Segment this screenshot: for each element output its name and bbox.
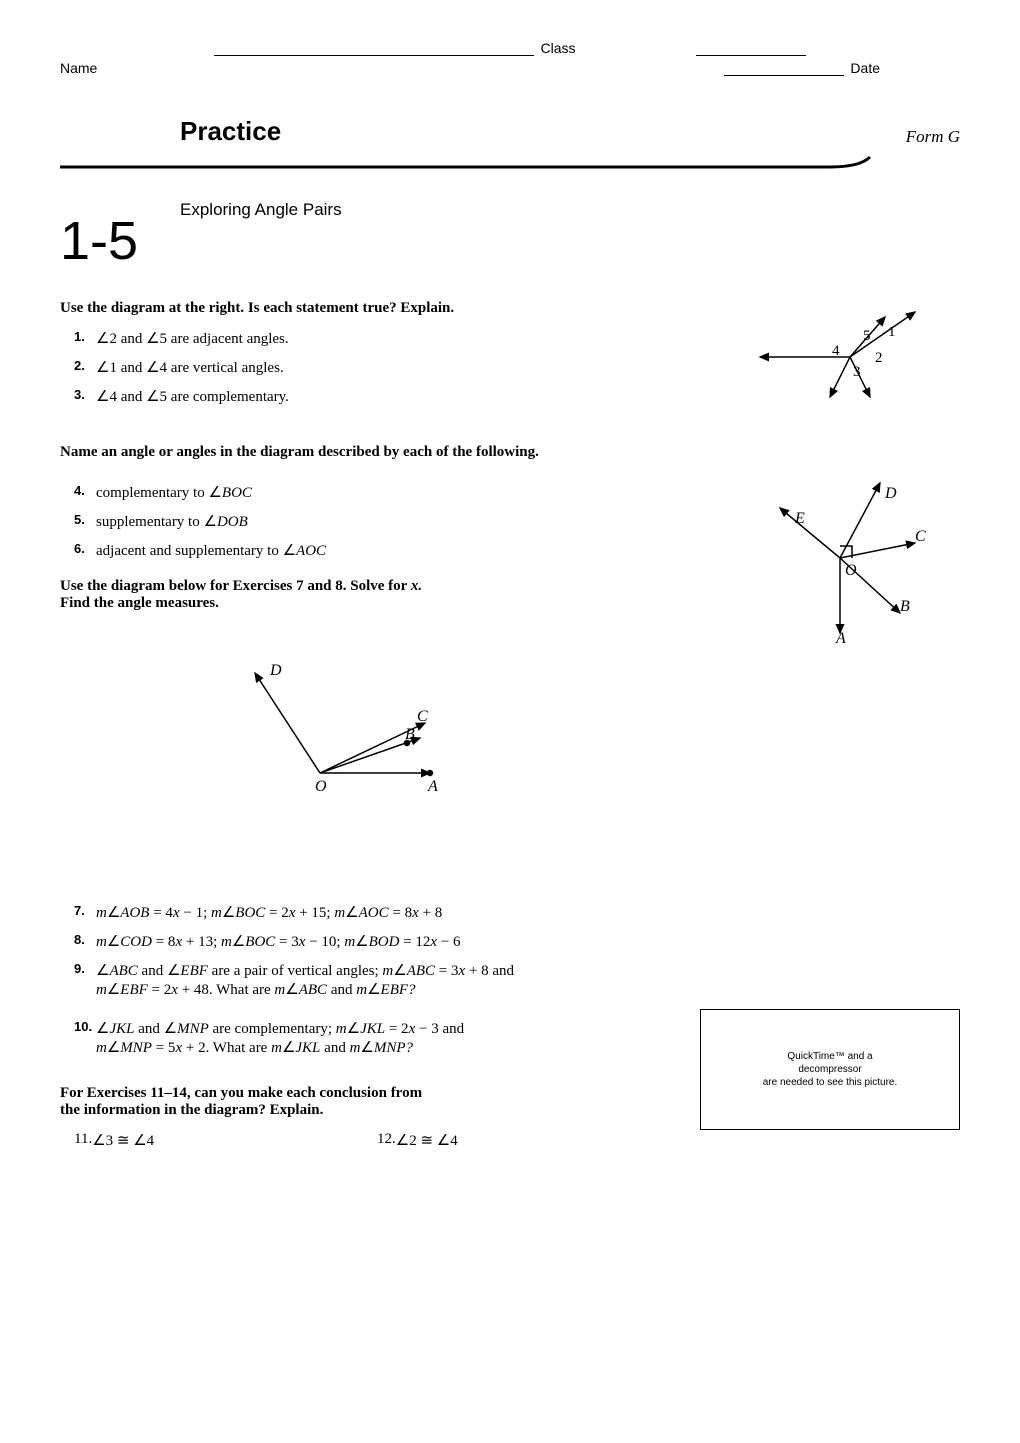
q5-pre: supplementary to ∠: [96, 514, 217, 530]
q3-text: ∠4 and ∠5 are complementary.: [96, 387, 740, 406]
qt-line2: decompressor: [798, 1064, 861, 1075]
s3-x: x.: [411, 578, 422, 594]
q2-num: 2.: [74, 358, 96, 377]
question-1: 1. ∠2 and ∠5 are adjacent angles.: [74, 329, 740, 348]
fig1-label-5: 5: [863, 328, 871, 344]
s4-line2: the information in the diagram? Explain.: [60, 1102, 323, 1118]
q5-angle: DOB: [217, 514, 248, 530]
q4-num: 4.: [74, 483, 96, 502]
swoosh-divider: [60, 153, 960, 181]
fig2-A: A: [835, 630, 846, 643]
section-2-heading: Name an angle or angles in the diagram d…: [60, 444, 960, 461]
quicktime-placeholder: QuickTime™ and a decompressor are needed…: [700, 1009, 960, 1130]
fig1-label-4: 4: [832, 343, 840, 359]
fig3-C: C: [417, 708, 428, 725]
figure-angles-2: A B C D E O: [740, 473, 940, 643]
q10-text: ∠JKL and ∠MNP are complementary; m∠JKL =…: [96, 1019, 680, 1057]
fig2-E: E: [794, 510, 805, 527]
class-label: Class: [540, 40, 575, 56]
section-1-heading: Use the diagram at the right. Is each st…: [60, 300, 740, 317]
s3-line2: Find the angle measures.: [60, 595, 219, 611]
q8-num: 8.: [74, 932, 96, 951]
q6-num: 6.: [74, 541, 96, 560]
question-5: 5. supplementary to ∠DOB: [74, 512, 740, 531]
q12-num: 12.: [377, 1131, 396, 1150]
q7-text: m: [96, 905, 107, 921]
q3-num: 3.: [74, 387, 96, 406]
fig1-label-3: 3: [853, 364, 861, 380]
form-label: Form G: [906, 127, 960, 147]
q4-angle: BOC: [222, 485, 252, 501]
q11-num: 11.: [74, 1131, 92, 1150]
question-8: 8. m∠COD = 8x + 13; m∠BOC = 3x − 10; m∠B…: [74, 932, 960, 951]
q8-text: m: [96, 934, 107, 950]
q9-num: 9.: [74, 961, 96, 999]
question-7: 7. m∠AOB = 4x − 1; m∠BOC = 2x + 15; m∠AO…: [74, 903, 960, 922]
fig2-D: D: [884, 485, 897, 502]
q1-num: 1.: [74, 329, 96, 348]
s4-line1: For Exercises 11–14, can you make each c…: [60, 1085, 422, 1101]
question-9: 9. ∠ABC and ∠EBF are a pair of vertical …: [74, 961, 960, 999]
q9-text: ∠ABC and ∠EBF are a pair of vertical ang…: [96, 961, 960, 999]
worksheet-header: Class Name Date: [60, 40, 960, 76]
section-3-heading: Use the diagram below for Exercises 7 an…: [60, 578, 740, 612]
q10-num: 10.: [74, 1019, 96, 1057]
qt-line1: QuickTime™ and a: [787, 1051, 872, 1062]
fig3-D: D: [269, 662, 282, 679]
q7-num: 7.: [74, 903, 96, 922]
q5-num: 5.: [74, 512, 96, 531]
figure-angles-1: 1 2 3 4 5: [740, 302, 940, 412]
name-label: Name: [60, 60, 97, 76]
fig1-label-1: 1: [888, 324, 896, 340]
date-blank-top: [696, 55, 806, 56]
fig1-label-2: 2: [875, 350, 883, 366]
question-12: 12. ∠2 ≅ ∠4: [377, 1131, 680, 1150]
section-4-heading: For Exercises 11–14, can you make each c…: [60, 1085, 680, 1119]
question-4: 4. complementary to ∠BOC: [74, 483, 740, 502]
question-6: 6. adjacent and supplementary to ∠AOC: [74, 541, 740, 560]
question-3: 3. ∠4 and ∠5 are complementary.: [74, 387, 740, 406]
fig3-O: O: [315, 778, 327, 795]
fig3-A: A: [427, 778, 438, 795]
fig2-B: B: [900, 598, 910, 615]
class-blank: [214, 55, 534, 56]
fig2-O: O: [845, 562, 857, 579]
q2-text: ∠1 and ∠4 are vertical angles.: [96, 358, 740, 377]
fig3-B: B: [405, 726, 415, 743]
figure-angles-3: D C B A O: [210, 653, 470, 803]
qt-line3: are needed to see this picture.: [763, 1077, 898, 1088]
q12-text: ∠2 ≅ ∠4: [396, 1131, 458, 1150]
s3-line1: Use the diagram below for Exercises 7 an…: [60, 578, 411, 594]
q11-text: ∠3 ≅ ∠4: [92, 1131, 154, 1150]
title-row: Practice Form G: [60, 116, 960, 147]
practice-title: Practice: [180, 116, 281, 147]
q1-text: ∠2 and ∠5 are adjacent angles.: [96, 329, 740, 348]
q4-pre: complementary to ∠: [96, 485, 222, 501]
q6-pre: adjacent and supplementary to ∠: [96, 543, 296, 559]
question-11: 11. ∠3 ≅ ∠4: [74, 1131, 377, 1150]
date-blank: [724, 75, 844, 76]
q6-angle: AOC: [296, 543, 326, 559]
fig2-C: C: [915, 528, 926, 545]
question-10: 10. ∠JKL and ∠MNP are complementary; m∠J…: [74, 1019, 680, 1057]
date-label: Date: [850, 60, 880, 76]
question-2: 2. ∠1 and ∠4 are vertical angles.: [74, 358, 740, 377]
